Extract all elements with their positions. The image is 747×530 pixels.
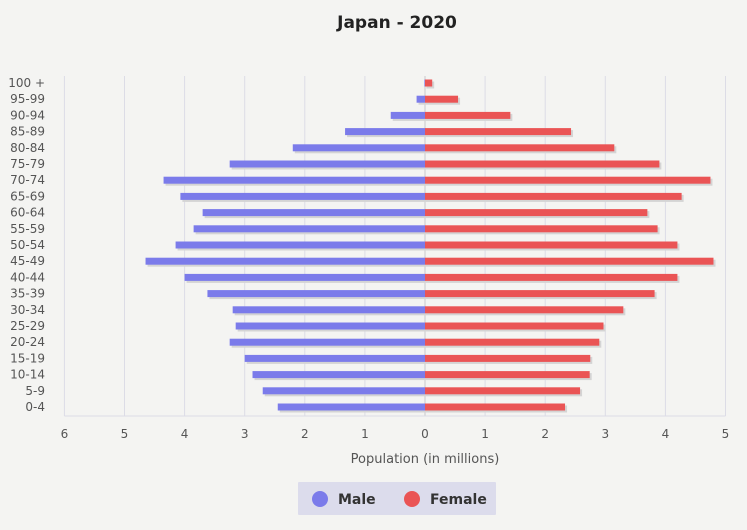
female-bar-65-69[interactable]: [425, 192, 682, 200]
x-axis-title: Population (in millions): [351, 452, 500, 467]
female-bar-25-29[interactable]: [425, 322, 604, 330]
x-tick-label: 1: [361, 427, 369, 441]
bars: [145, 79, 716, 413]
y-tick-label: 15-19: [10, 351, 45, 365]
male-bar-10-14[interactable]: [252, 371, 425, 379]
x-tick-label: 2: [541, 427, 549, 441]
x-tick-label: 2: [301, 427, 309, 441]
y-tick-label: 100 +: [8, 76, 45, 90]
x-tick-label: 0: [421, 427, 429, 441]
legend-box: [298, 482, 496, 515]
male-bar-75-79[interactable]: [229, 160, 425, 168]
male-bar-65-69[interactable]: [180, 192, 425, 200]
male-bar-50-54[interactable]: [175, 241, 425, 249]
female-bar-5-9[interactable]: [425, 387, 581, 395]
female-bar-10-14[interactable]: [425, 371, 590, 379]
female-bar-50-54[interactable]: [425, 241, 678, 249]
y-tick-label: 90-94: [10, 108, 45, 122]
y-tick-label: 85-89: [10, 125, 45, 139]
male-bar-45-49[interactable]: [145, 257, 425, 265]
y-tick-label: 50-54: [10, 238, 45, 252]
female-bar-80-84[interactable]: [425, 144, 615, 152]
male-bar-20-24[interactable]: [229, 338, 425, 346]
y-tick-label: 0-4: [25, 400, 45, 414]
male-bar-60-64[interactable]: [202, 209, 425, 217]
legend-male-label[interactable]: Male: [338, 492, 376, 508]
male-bar-30-34[interactable]: [232, 306, 425, 314]
chart-title: Japan - 2020: [336, 13, 457, 33]
x-tick-label: 5: [121, 427, 129, 441]
y-tick-label: 25-29: [10, 319, 45, 333]
male-bar-5-9[interactable]: [262, 387, 425, 395]
x-axis-ticks: 6 5 4 3 2 1 0 1 2 3 4 5: [61, 427, 730, 441]
y-tick-label: 70-74: [10, 173, 45, 187]
y-tick-label: 60-64: [10, 206, 45, 220]
y-tick-label: 5-9: [25, 384, 45, 398]
female-bar-55-59[interactable]: [425, 225, 658, 233]
y-tick-label: 75-79: [10, 157, 45, 171]
female-bar-60-64[interactable]: [425, 209, 648, 217]
female-bar-70-74[interactable]: [425, 176, 711, 184]
female-bar-45-49[interactable]: [425, 257, 714, 265]
male-bar-35-39[interactable]: [207, 290, 425, 298]
female-bar-30-34[interactable]: [425, 306, 624, 314]
y-axis-ticks: 0-4 5-9 10-14 15-19 20-24 25-29 30-34 35-39 40-4…: [8, 76, 45, 414]
male-bar-40-44[interactable]: [184, 273, 425, 281]
legend: Male Female: [298, 482, 496, 515]
male-bar-0-4[interactable]: [277, 403, 425, 411]
female-bar-0-4[interactable]: [425, 403, 566, 411]
male-bar-90-94[interactable]: [390, 111, 425, 119]
male-bar-85-89[interactable]: [345, 128, 425, 136]
female-bar-15-19[interactable]: [425, 354, 591, 362]
female-bar-90-94[interactable]: [425, 111, 511, 119]
y-tick-label: 45-49: [10, 254, 45, 268]
x-tick-label: 4: [662, 427, 670, 441]
male-bar-80-84[interactable]: [292, 144, 425, 152]
x-tick-label: 3: [601, 427, 609, 441]
male-bar-25-29[interactable]: [235, 322, 425, 330]
x-tick-label: 1: [481, 427, 489, 441]
x-tick-label: 4: [181, 427, 189, 441]
legend-female-label[interactable]: Female: [430, 492, 487, 508]
y-tick-label: 40-44: [10, 270, 45, 284]
female-bar-40-44[interactable]: [425, 273, 678, 281]
y-tick-label: 10-14: [10, 368, 45, 382]
x-tick-label: 5: [722, 427, 730, 441]
legend-female-marker[interactable]: [404, 491, 420, 507]
female-bar-75-79[interactable]: [425, 160, 660, 168]
y-tick-label: 80-84: [10, 141, 45, 155]
y-tick-label: 55-59: [10, 222, 45, 236]
male-bar-100[interactable]: [424, 79, 425, 87]
male-bar-70-74[interactable]: [163, 176, 425, 184]
female-bar-85-89[interactable]: [425, 128, 572, 136]
male-bar-55-59[interactable]: [193, 225, 425, 233]
female-bar-100[interactable]: [425, 79, 433, 87]
female-bar-20-24[interactable]: [425, 338, 600, 346]
female-bar-95-99[interactable]: [425, 95, 459, 103]
male-bar-15-19[interactable]: [244, 354, 425, 362]
x-tick-label: 3: [241, 427, 249, 441]
x-tick-label: 6: [61, 427, 69, 441]
y-tick-label: 30-34: [10, 303, 45, 317]
y-tick-label: 35-39: [10, 287, 45, 301]
y-tick-label: 65-69: [10, 189, 45, 203]
y-tick-label: 95-99: [10, 92, 45, 106]
male-bar-95-99[interactable]: [416, 95, 425, 103]
y-tick-label: 20-24: [10, 335, 45, 349]
legend-male-marker[interactable]: [312, 491, 328, 507]
female-bar-35-39[interactable]: [425, 290, 655, 298]
